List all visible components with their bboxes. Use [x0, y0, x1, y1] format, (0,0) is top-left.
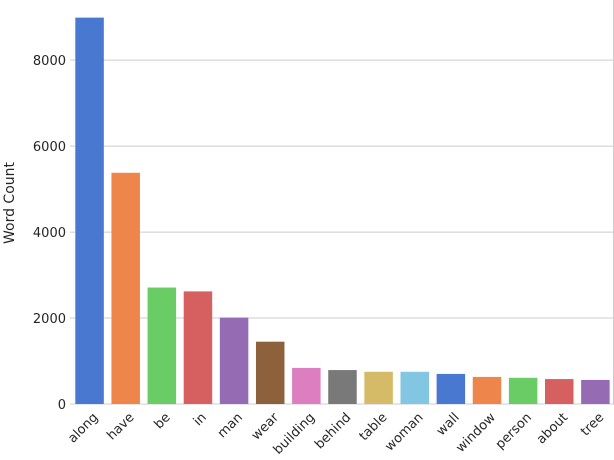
x-tick-label: table [357, 410, 391, 444]
y-tick-labels: 0 2000 4000 6000 8000 [33, 54, 66, 413]
bar-wall [436, 373, 466, 404]
bar-be [147, 287, 177, 404]
bar-man [219, 317, 249, 404]
y-tick-label: 2000 [33, 312, 66, 327]
y-tick-label: 4000 [33, 226, 66, 241]
y-tick-label: 8000 [33, 54, 66, 69]
bar-wear [255, 341, 285, 404]
bar-behind [328, 370, 357, 404]
bar-window [472, 376, 502, 404]
bar-person [508, 377, 538, 404]
bar-woman [400, 371, 429, 404]
x-tick-label: person [493, 410, 535, 452]
x-tick-label: tree [578, 410, 607, 439]
x-tick-label: wall [434, 410, 463, 439]
bars [75, 17, 610, 404]
bar-about [545, 379, 574, 404]
bar-have [111, 172, 140, 404]
bar-in [183, 291, 213, 404]
bar-table [364, 371, 393, 404]
x-tick-label: in [191, 410, 210, 429]
x-tick-label: have [104, 410, 137, 443]
x-tick-label: about [534, 410, 571, 447]
y-axis-label: Word Count [2, 161, 18, 244]
bar-building [292, 367, 321, 404]
y-tick-label: 0 [58, 398, 66, 413]
y-tick-label: 6000 [33, 140, 66, 155]
x-tick-label: behind [312, 410, 354, 452]
x-tick-label: woman [382, 410, 426, 454]
x-tick-label: man [215, 410, 246, 441]
x-tick-label: wear [249, 410, 283, 444]
x-tick-label: be [152, 410, 174, 432]
x-tick-label: window [453, 410, 499, 456]
bar-tree [581, 379, 610, 404]
x-tick-label: along [65, 410, 101, 446]
bar-along [75, 17, 104, 404]
